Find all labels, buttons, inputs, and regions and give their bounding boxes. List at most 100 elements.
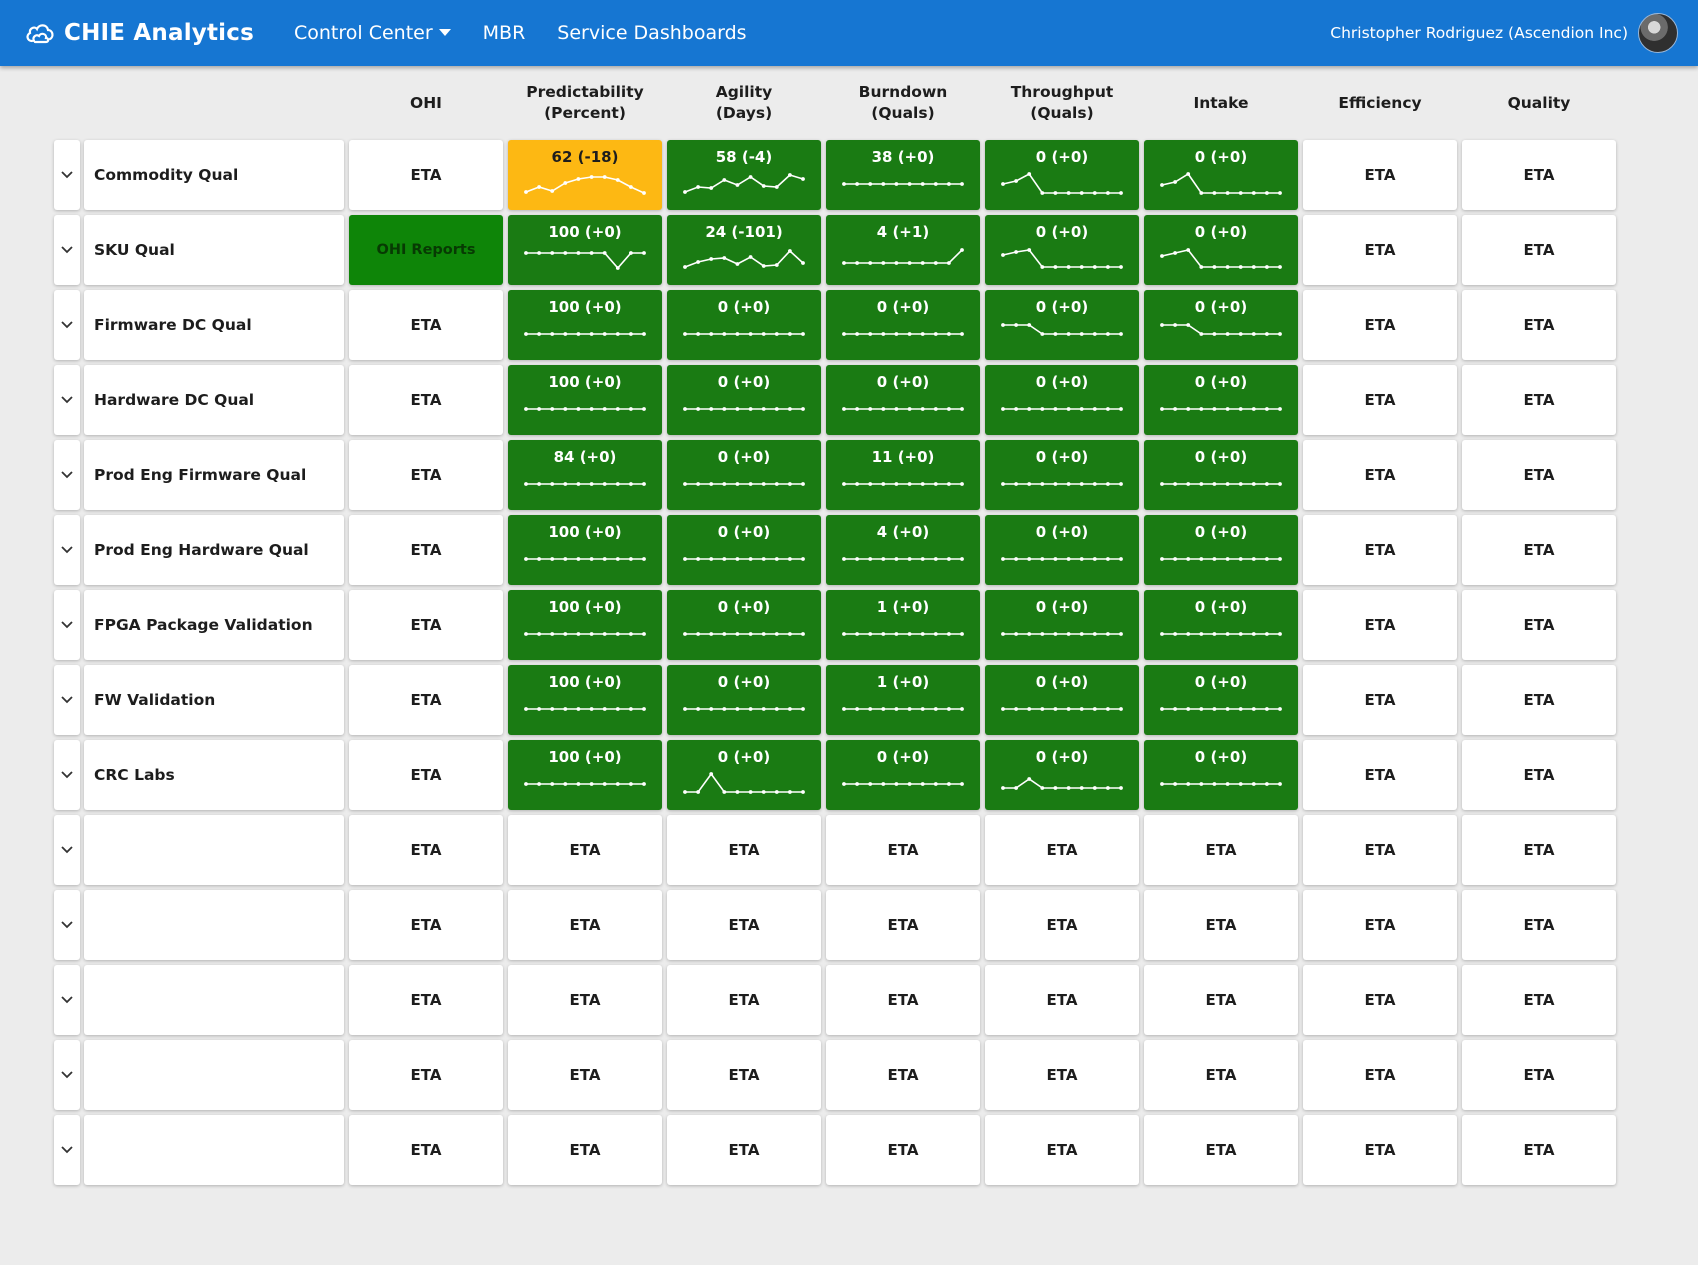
predictability-cell: ETA xyxy=(508,815,662,885)
agility-metric-tile[interactable]: 24 (-101) xyxy=(667,215,821,285)
agility-metric-tile[interactable]: 0 (+0) xyxy=(667,440,821,510)
predictability-metric-tile[interactable]: 100 (+0) xyxy=(508,290,662,360)
burndown-metric-tile[interactable]: 4 (+0) xyxy=(826,515,980,585)
predictability-metric-tile[interactable]: 100 (+0) xyxy=(508,665,662,735)
expand-row-button[interactable] xyxy=(54,515,80,585)
expand-row-button[interactable] xyxy=(54,440,80,510)
throughput-metric-tile[interactable]: 0 (+0) xyxy=(985,440,1139,510)
trend-point xyxy=(907,632,912,636)
agility-metric-tile[interactable]: 0 (+0) xyxy=(667,365,821,435)
throughput-metric-tile[interactable]: 0 (+0) xyxy=(985,215,1139,285)
burndown-metric-tile[interactable]: 1 (+0) xyxy=(826,665,980,735)
trend-point xyxy=(788,557,792,561)
efficiency-cell: ETA xyxy=(1303,740,1457,810)
trend-point xyxy=(761,407,766,411)
chevron-down-icon xyxy=(61,171,73,179)
throughput-metric-tile[interactable]: 0 (+0) xyxy=(985,140,1139,210)
trend-point xyxy=(1053,707,1058,711)
predictability-metric-tile[interactable]: 62 (-18) xyxy=(508,140,662,210)
throughput-metric-tile[interactable]: 0 (+0) xyxy=(985,665,1139,735)
trend-point xyxy=(576,632,581,636)
expand-row-button[interactable] xyxy=(54,365,80,435)
ohi-reports-link[interactable]: OHI Reports xyxy=(349,215,503,285)
intake-metric-tile[interactable]: 0 (+0) xyxy=(1144,140,1298,210)
trend-sparkline xyxy=(683,632,805,636)
throughput-metric-tile[interactable]: 0 (+0) xyxy=(985,515,1139,585)
trend-point xyxy=(1186,407,1191,411)
trend-point xyxy=(1212,191,1217,195)
chevron-down-icon xyxy=(61,846,73,854)
trend-point xyxy=(1106,786,1110,790)
trend-point xyxy=(774,263,779,267)
agility-metric-tile[interactable]: 0 (+0) xyxy=(667,590,821,660)
brand-link[interactable]: CHIE Analytics xyxy=(24,20,254,46)
burndown-metric-tile[interactable]: 38 (+0) xyxy=(826,140,980,210)
intake-metric-tile[interactable]: 0 (+0) xyxy=(1144,590,1298,660)
expand-row-button[interactable] xyxy=(54,140,80,210)
ohi-cell: ETA xyxy=(349,365,503,435)
intake-metric-tile[interactable]: 0 (+0) xyxy=(1144,665,1298,735)
burndown-metric-tile[interactable]: 1 (+0) xyxy=(826,590,980,660)
expand-row-button[interactable] xyxy=(54,1040,80,1110)
burndown-metric-tile[interactable]: 0 (+0) xyxy=(826,290,980,360)
burndown-metric-tile[interactable]: 0 (+0) xyxy=(826,365,980,435)
expand-row-button[interactable] xyxy=(54,815,80,885)
trend-point xyxy=(602,782,607,786)
intake-metric-tile[interactable]: 0 (+0) xyxy=(1144,440,1298,510)
trend-point xyxy=(788,707,792,711)
trend-point xyxy=(563,632,568,636)
agility-metric-tile[interactable]: 0 (+0) xyxy=(667,740,821,810)
expand-row-button[interactable] xyxy=(54,965,80,1035)
nav-service-dashboards[interactable]: Service Dashboards xyxy=(557,22,747,44)
predictability-metric-tile[interactable]: 100 (+0) xyxy=(508,740,662,810)
expand-row-button[interactable] xyxy=(54,215,80,285)
metric-value: 100 (+0) xyxy=(548,598,622,616)
predictability-metric-tile[interactable]: 100 (+0) xyxy=(508,590,662,660)
trend-point xyxy=(1265,265,1269,269)
expand-row-button[interactable] xyxy=(54,290,80,360)
nav-mbr[interactable]: MBR xyxy=(482,22,526,44)
agility-metric-tile[interactable]: 0 (+0) xyxy=(667,290,821,360)
expand-row-button[interactable] xyxy=(54,740,80,810)
trend-point xyxy=(629,332,633,336)
user-menu[interactable]: Christopher Rodriguez (Ascendion Inc) xyxy=(1330,13,1678,53)
intake-metric-tile[interactable]: 0 (+0) xyxy=(1144,515,1298,585)
nav-control-center[interactable]: Control Center xyxy=(294,22,451,44)
intake-metric-tile[interactable]: 0 (+0) xyxy=(1144,215,1298,285)
throughput-metric-tile[interactable]: 0 (+0) xyxy=(985,290,1139,360)
trend-point xyxy=(735,183,740,187)
intake-metric-tile[interactable]: 0 (+0) xyxy=(1144,365,1298,435)
burndown-metric-tile[interactable]: 0 (+0) xyxy=(826,740,980,810)
chevron-down-icon xyxy=(61,471,73,479)
throughput-metric-tile[interactable]: 0 (+0) xyxy=(985,740,1139,810)
trend-point xyxy=(709,772,714,776)
burndown-metric-tile[interactable]: 11 (+0) xyxy=(826,440,980,510)
predictability-metric-tile[interactable]: 100 (+0) xyxy=(508,365,662,435)
predictability-metric-tile[interactable]: 100 (+0) xyxy=(508,515,662,585)
trend-point xyxy=(1027,248,1032,252)
expand-row-button[interactable] xyxy=(54,890,80,960)
agility-metric-tile[interactable]: 0 (+0) xyxy=(667,665,821,735)
agility-metric-tile[interactable]: 58 (-4) xyxy=(667,140,821,210)
agility-metric-tile[interactable]: 0 (+0) xyxy=(667,515,821,585)
trend-point xyxy=(1014,407,1018,411)
expand-row-button[interactable] xyxy=(54,590,80,660)
predictability-metric-tile[interactable]: 84 (+0) xyxy=(508,440,662,510)
predictability-metric-tile[interactable]: 100 (+0) xyxy=(508,215,662,285)
trend-sparkline xyxy=(1001,632,1123,636)
throughput-metric-tile[interactable]: 0 (+0) xyxy=(985,590,1139,660)
burndown-metric-tile[interactable]: 4 (+1) xyxy=(826,215,980,285)
intake-metric-tile[interactable]: 0 (+0) xyxy=(1144,740,1298,810)
quality-cell: ETA xyxy=(1462,215,1616,285)
header-intake: Intake xyxy=(1193,93,1249,112)
trend-point xyxy=(709,482,714,486)
user-name: Christopher Rodriguez (Ascendion Inc) xyxy=(1330,24,1628,42)
table-row: Firmware DC Qual ETA 100 (+0) 0 (+0) 0 (+0) 0… xyxy=(54,290,1616,362)
trend-point xyxy=(960,332,964,336)
trend-point xyxy=(1251,632,1256,636)
expand-row-button[interactable] xyxy=(54,665,80,735)
avatar[interactable] xyxy=(1638,13,1678,53)
expand-row-button[interactable] xyxy=(54,1115,80,1185)
throughput-metric-tile[interactable]: 0 (+0) xyxy=(985,365,1139,435)
intake-metric-tile[interactable]: 0 (+0) xyxy=(1144,290,1298,360)
